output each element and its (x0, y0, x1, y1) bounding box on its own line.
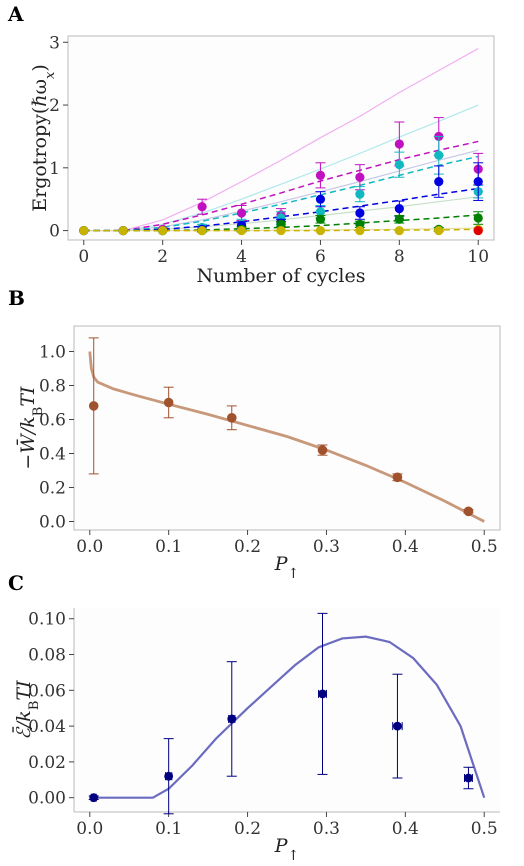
y-tick-label: 0.02 (28, 753, 66, 773)
data-point (394, 204, 404, 214)
y-tick-label: 0.0 (39, 513, 66, 533)
panel-c-chart: 0.0 0.1 0.2 0.3 0.4 0.5 0.00 0.02 0.04 0.06 0.08 0.… (12, 608, 500, 864)
data-point (394, 214, 404, 224)
x-tick-label: 0.5 (471, 537, 498, 557)
data-point (227, 714, 237, 724)
data-point (236, 208, 247, 218)
theory-line (83, 104, 479, 232)
plot-area (73, 325, 501, 531)
x-tick-label: 4 (236, 247, 247, 267)
fit-line (83, 155, 479, 232)
panel-letter-b: B (8, 286, 25, 310)
plot-area (74, 608, 500, 812)
data-point (315, 225, 326, 236)
y-tick-label: 2 (49, 96, 60, 116)
panel-letter-a: A (7, 2, 24, 26)
x-axis-label: P↑ (274, 553, 300, 582)
y-tick-label: 0.6 (39, 411, 66, 431)
y-tick-label: 3 (49, 33, 60, 53)
y-tick-label: 0.00 (28, 789, 66, 809)
data-point (197, 225, 207, 236)
data-point (226, 413, 237, 423)
x-tick-label: 8 (394, 247, 405, 267)
data-point (434, 150, 444, 160)
data-point (434, 177, 444, 187)
data-point (164, 771, 174, 781)
x-tick-label: 6 (315, 247, 326, 267)
data-point (89, 793, 99, 803)
y-tick-label: 0.04 (28, 717, 66, 737)
plot-area (67, 35, 495, 241)
x-tick-label: 0 (78, 247, 89, 267)
data-point (394, 225, 404, 236)
theory-curve (89, 635, 486, 799)
y-tick-label: 0.06 (28, 681, 66, 701)
y-tick-label: 0.2 (39, 479, 66, 499)
data-point (118, 225, 128, 236)
data-point (79, 225, 89, 236)
data-point (473, 225, 483, 236)
data-point (463, 506, 474, 517)
data-point (464, 773, 473, 783)
data-point (473, 177, 483, 187)
x-axis-label: Number of cycles (196, 265, 365, 287)
data-point (355, 225, 365, 236)
data-point (473, 213, 483, 223)
x-tick-label: 0.2 (234, 819, 261, 839)
panel-b-chart: 0.0 0.1 0.2 0.3 0.4 0.5 0.0 0.2 0.4 0.6 0.8 1.0 P↑ −W… (16, 325, 501, 582)
y-tick-label: 0.4 (39, 445, 66, 465)
data-point (163, 397, 174, 408)
x-tick-label: 0.0 (76, 819, 103, 839)
x-tick-label: 0.3 (313, 819, 340, 839)
x-tick-label: 0.1 (155, 537, 182, 557)
data-point (392, 472, 403, 483)
x-tick-label: 0.3 (313, 537, 340, 557)
data-point (197, 202, 207, 212)
data-point (355, 172, 365, 182)
y-tick-label: 0 (49, 222, 60, 242)
data-point (88, 401, 99, 411)
data-point (315, 207, 326, 217)
data-point (276, 225, 286, 236)
y-tick-label: 1.0 (39, 343, 66, 363)
x-tick-label: 0.4 (392, 819, 419, 839)
data-point (394, 160, 404, 170)
data-point (355, 208, 365, 218)
x-tick-label: 10 (467, 247, 489, 267)
y-tick-label: 0.10 (28, 610, 66, 630)
theory-line (83, 48, 479, 232)
x-tick-label: 2 (157, 247, 168, 267)
y-tick-label: 0.08 (28, 646, 66, 666)
x-tick-label: 0.4 (392, 537, 419, 557)
data-point (315, 214, 326, 224)
data-point (318, 689, 327, 699)
data-point (317, 445, 328, 455)
y-axis-label: −W̄/kBTI (16, 386, 46, 470)
x-tick-label: 0.0 (76, 537, 103, 557)
x-tick-label: 0.2 (234, 537, 261, 557)
fit-line (83, 228, 479, 232)
y-tick-label: 0.8 (39, 377, 66, 397)
data-point (315, 170, 326, 180)
y-axis-label: ℰ̄/kBTI (12, 680, 42, 740)
y-tick-label: 1 (49, 159, 60, 179)
data-point (236, 225, 247, 236)
data-point (158, 225, 168, 236)
data-point (355, 189, 365, 199)
data-point (315, 194, 326, 204)
fit-line (83, 140, 479, 232)
fit-line (83, 187, 479, 232)
x-tick-label: 0.5 (471, 819, 498, 839)
y-axis-label: Ergotropy(ℏωx) (29, 64, 58, 212)
data-point (434, 225, 444, 236)
data-point (394, 139, 404, 149)
panel-a-chart: 0 2 4 6 8 10 0 1 2 3 Number of cycles Ergotropy(ℏωx… (29, 33, 495, 287)
data-point (393, 721, 402, 731)
panel-letter-c: C (8, 571, 24, 595)
theory-curve (88, 351, 485, 523)
x-axis-label: P↑ (274, 835, 300, 864)
x-tick-label: 0.1 (155, 819, 182, 839)
